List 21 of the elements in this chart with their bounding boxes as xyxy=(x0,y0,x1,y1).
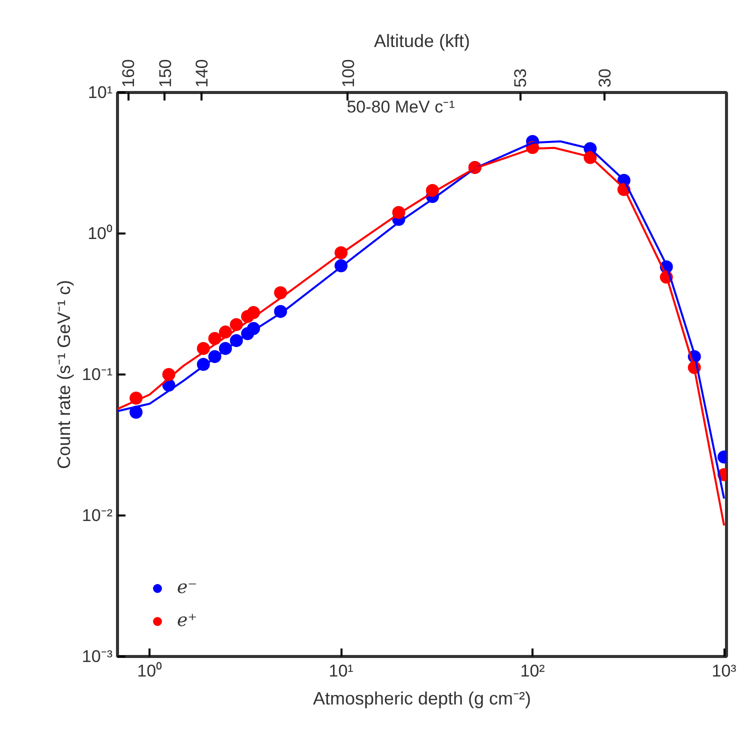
legend-label: e⁻ xyxy=(177,577,198,598)
x2-tick-label: 53 xyxy=(511,68,530,88)
x2-tick-label: 100 xyxy=(338,59,358,88)
x2-tick-label: 30 xyxy=(595,68,614,88)
y-tick-label: 10⁻¹ xyxy=(82,365,113,384)
x-tick-label: 10³ xyxy=(712,662,737,680)
x2-tick-label: 140 xyxy=(192,59,212,88)
y-tick-label: 10⁰ xyxy=(88,224,113,243)
x-tick-label: 10¹ xyxy=(328,662,354,680)
y-tick-label: 10¹ xyxy=(88,83,113,102)
x2-tick-label: 160 xyxy=(119,59,138,88)
x-tick-label: 10² xyxy=(520,662,546,680)
y-axis-title: Count rate (s⁻¹ GeV⁻¹ c) xyxy=(54,280,74,470)
legend-label: e⁺ xyxy=(177,610,198,631)
x2-axis-title: Altitude (kft) xyxy=(374,31,470,52)
annotation: 50-80 MeV c⁻¹ xyxy=(346,98,456,116)
x-axis-title: Atmospheric depth (g cm⁻²) xyxy=(312,688,532,708)
x-tick-label: 10⁰ xyxy=(137,662,162,680)
x2-tick-label: 150 xyxy=(156,59,175,88)
y-tick-label: 10⁻² xyxy=(82,506,113,525)
y-tick-label: 10⁻³ xyxy=(82,647,113,666)
